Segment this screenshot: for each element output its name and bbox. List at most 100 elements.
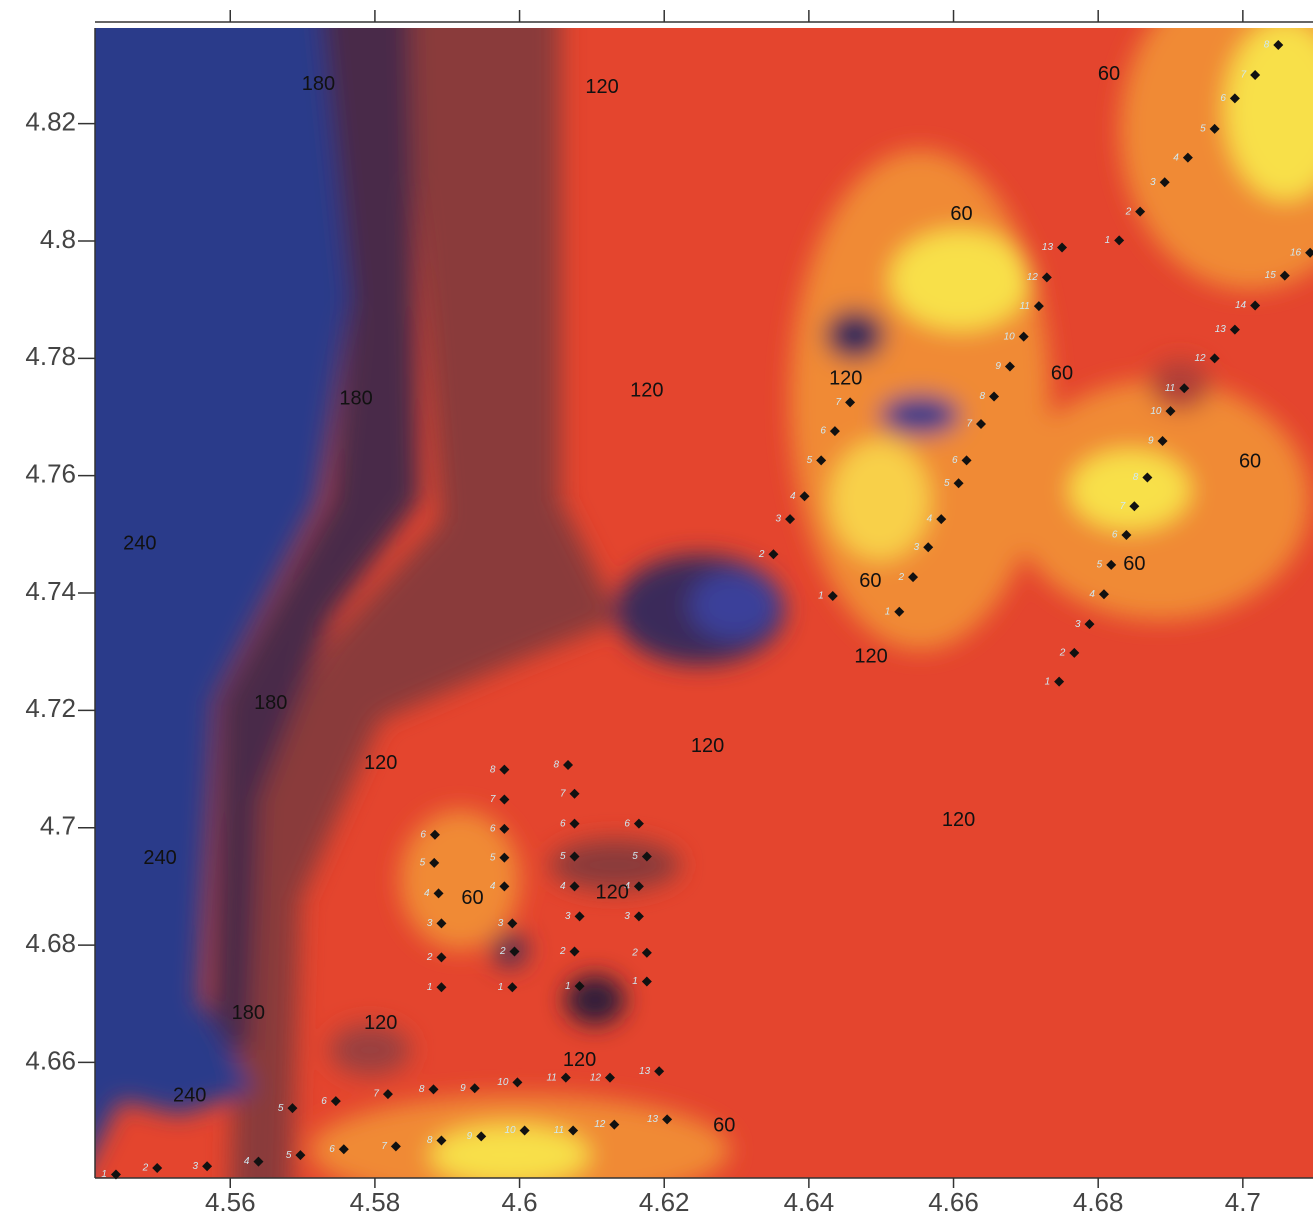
survey-point	[569, 788, 580, 799]
survey-point	[799, 491, 810, 502]
survey-point	[1179, 383, 1190, 394]
survey-point	[1135, 206, 1146, 217]
survey-point	[1057, 242, 1068, 253]
point-label: 6	[624, 818, 630, 829]
contour-label: 60	[1239, 450, 1261, 472]
point-label: 9	[467, 1131, 473, 1142]
point-label: 12	[1027, 272, 1039, 283]
point-label: 10	[1004, 331, 1016, 342]
survey-point	[1142, 472, 1153, 483]
survey-point	[1250, 300, 1261, 311]
survey-point	[1229, 324, 1240, 335]
x-tick-label: 4.62	[639, 1187, 690, 1217]
point-label: 2	[897, 572, 904, 583]
point-label: 12	[1195, 353, 1207, 364]
contour-label: 120	[364, 752, 397, 774]
survey-point	[287, 1103, 298, 1114]
survey-point	[1209, 123, 1220, 134]
point-label: 7	[1241, 70, 1247, 81]
contour-label: 180	[254, 692, 287, 714]
contour-label: 120	[585, 76, 618, 98]
survey-point	[641, 947, 652, 958]
contour-field	[95, 28, 1313, 1178]
survey-point	[1273, 40, 1284, 51]
y-tick-label: 4.76	[25, 459, 76, 489]
y-tick-label: 4.78	[25, 341, 76, 371]
point-label: 6	[321, 1096, 327, 1107]
survey-point	[1159, 177, 1170, 188]
point-label: 7	[836, 397, 842, 408]
point-label: 9	[995, 361, 1001, 372]
contour-label: 240	[123, 533, 156, 555]
y-tick-label: 4.66	[25, 1045, 76, 1075]
point-label: 1	[101, 1169, 107, 1180]
survey-point	[476, 1131, 487, 1142]
point-label: 2	[631, 947, 638, 958]
point-label: 13	[1215, 324, 1227, 335]
point-label: 10	[505, 1125, 517, 1136]
point-label: 8	[979, 391, 985, 402]
survey-point	[436, 952, 447, 963]
survey-point	[569, 818, 580, 829]
point-label: 5	[632, 851, 638, 862]
survey-point	[1018, 331, 1029, 342]
point-label: 1	[818, 591, 824, 602]
point-label: 11	[1019, 301, 1029, 312]
survey-point	[560, 1072, 571, 1083]
point-label: 13	[639, 1066, 651, 1077]
point-label: 6	[1112, 530, 1118, 541]
point-label: 16	[1290, 247, 1302, 258]
point-label: 3	[624, 911, 630, 922]
survey-point	[1305, 247, 1313, 258]
survey-point	[654, 1066, 665, 1077]
survey-point	[1182, 152, 1193, 163]
survey-point	[1129, 501, 1140, 512]
y-tick-label: 4.7	[40, 811, 76, 841]
survey-point	[829, 426, 840, 437]
contour-label: 60	[1098, 63, 1120, 85]
contour-label: 60	[461, 887, 483, 909]
point-label: 7	[966, 419, 972, 430]
point-label: 3	[565, 911, 571, 922]
point-label: 2	[426, 952, 433, 963]
survey-point	[110, 1169, 121, 1180]
survey-point	[469, 1083, 480, 1094]
survey-point	[338, 1144, 349, 1155]
point-label: 4	[927, 514, 933, 525]
y-tick-label: 4.72	[25, 693, 76, 723]
point-label: 5	[1200, 124, 1206, 135]
point-label: 2	[758, 549, 765, 560]
survey-point	[1279, 270, 1290, 281]
survey-point	[202, 1161, 213, 1172]
survey-point	[499, 852, 510, 863]
contour-label: 120	[829, 368, 862, 390]
contour-label: 120	[595, 882, 628, 904]
survey-point	[436, 1135, 447, 1146]
point-label: 5	[944, 478, 950, 489]
survey-point	[429, 829, 440, 840]
contour-label: 60	[713, 1115, 735, 1137]
survey-point	[908, 572, 919, 583]
point-label: 10	[497, 1077, 509, 1088]
x-tick-label: 4.6	[501, 1187, 537, 1217]
point-label: 9	[1148, 436, 1154, 447]
point-label: 6	[820, 426, 826, 437]
survey-point	[961, 455, 972, 466]
survey-point	[1229, 93, 1240, 104]
point-label: 8	[1264, 40, 1270, 51]
point-label: 12	[594, 1119, 606, 1130]
point-label: 3	[1075, 619, 1081, 630]
point-label: 9	[460, 1083, 466, 1094]
point-label: 15	[1265, 270, 1277, 281]
survey-point	[499, 881, 510, 892]
point-label: 5	[560, 851, 566, 862]
survey-point	[894, 606, 905, 617]
point-label: 5	[420, 858, 426, 869]
point-label: 7	[560, 788, 566, 799]
point-label: 7	[381, 1141, 387, 1152]
point-label: 8	[419, 1084, 425, 1095]
point-label: 3	[193, 1161, 199, 1172]
point-label: 11	[554, 1125, 564, 1136]
survey-point	[662, 1114, 673, 1125]
x-tick-label: 4.56	[205, 1187, 256, 1217]
